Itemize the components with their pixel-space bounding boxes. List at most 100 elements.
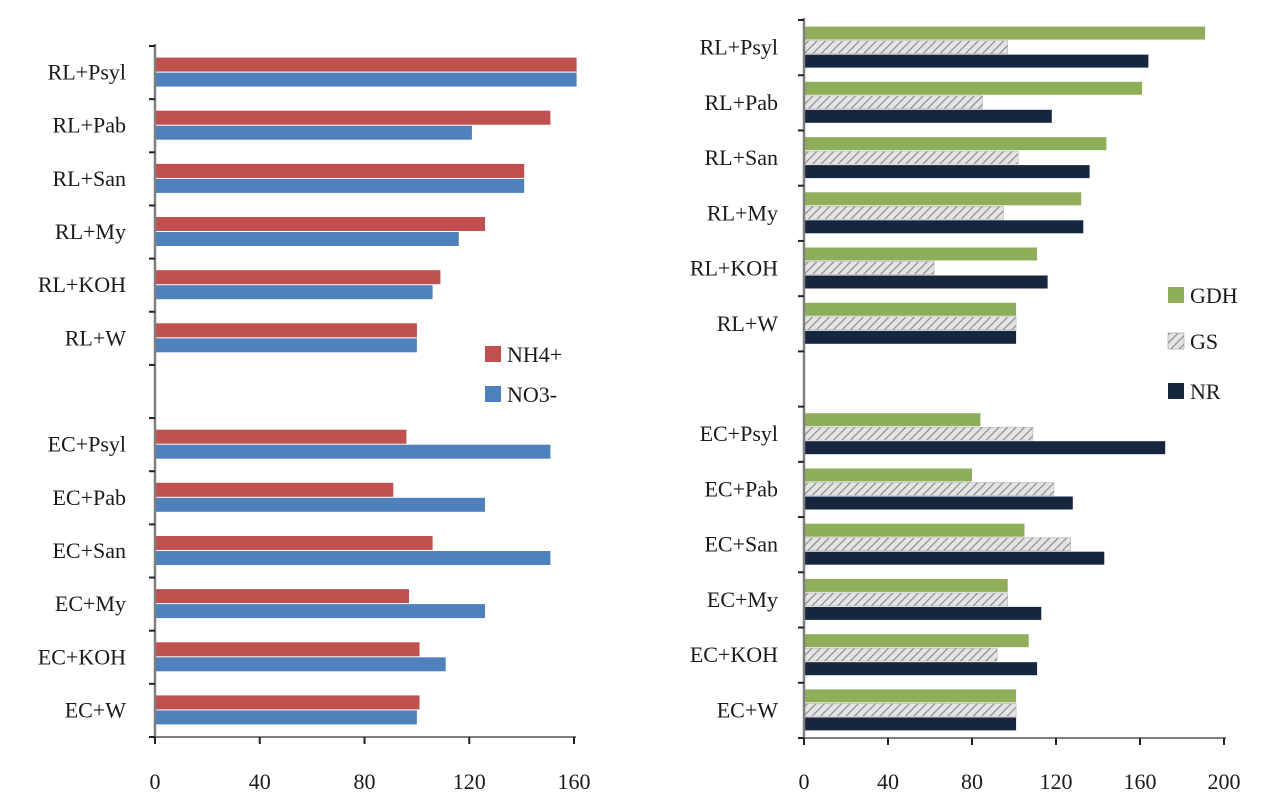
category-label-ec-w: EC+W <box>65 697 127 722</box>
bar-nh4-rl-my <box>155 217 485 231</box>
category-label-rl-pab: RL+Pab <box>52 113 126 138</box>
bar-nr-rl-koh <box>804 275 1048 289</box>
legend-swatch-nh4 <box>485 346 501 362</box>
category-label-ec-koh: EC+KOH <box>38 644 126 669</box>
bar-nr-ec-pab <box>804 496 1073 510</box>
bar-no3-rl-psyl <box>155 72 577 87</box>
bar-gs-rl-san <box>803 150 1019 165</box>
category-label-rl-koh: RL+KOH <box>690 256 778 281</box>
bar-gs-rl-my <box>803 206 1004 220</box>
legend-swatch-gdh <box>1168 287 1184 303</box>
bar-gdh-ec-my <box>804 578 1008 592</box>
bar-gdh-rl-w <box>804 302 1017 316</box>
legend-label-nr: NR <box>1190 379 1221 404</box>
legend-swatch-nr <box>1168 383 1184 399</box>
bar-nh4-ec-san <box>155 536 433 550</box>
bar-gdh-rl-psyl <box>804 26 1206 40</box>
x-tick-label-200: 200 <box>1208 769 1241 794</box>
x-tick-label-120: 120 <box>453 769 486 794</box>
bar-gs-ec-my <box>803 592 1008 607</box>
bar-nh4-ec-my <box>155 589 409 604</box>
bar-no3-rl-san <box>155 178 525 193</box>
bar-gs-ec-koh <box>803 647 998 662</box>
bar-gdh-rl-pab <box>804 81 1143 95</box>
bar-no3-ec-pab <box>155 497 485 512</box>
bar-no3-rl-koh <box>155 285 433 300</box>
legend-label-gdh: GDH <box>1190 283 1238 308</box>
bar-nr-rl-pab <box>804 109 1052 123</box>
bar-gdh-ec-pab <box>804 468 972 482</box>
bar-gdh-rl-my <box>804 192 1082 206</box>
category-label-ec-my: EC+My <box>707 587 778 612</box>
x-tick-label-0: 0 <box>150 769 161 794</box>
category-label-rl-my: RL+My <box>55 219 126 244</box>
x-tick-label-40: 40 <box>877 769 899 794</box>
x-tick-label-0: 0 <box>799 769 810 794</box>
bar-gdh-ec-w <box>804 689 1017 703</box>
bar-no3-ec-my <box>155 604 485 619</box>
category-label-ec-w: EC+W <box>717 697 779 722</box>
bar-nr-rl-my <box>804 220 1084 234</box>
bar-no3-rl-w <box>155 338 417 353</box>
category-label-rl-psyl: RL+Psyl <box>700 35 778 60</box>
bar-gdh-ec-san <box>804 523 1025 537</box>
legend-swatch-gs <box>1167 332 1185 350</box>
bar-gs-ec-psyl <box>803 426 1034 441</box>
category-label-ec-pab: EC+Pab <box>52 485 126 510</box>
bar-nr-ec-psyl <box>804 441 1166 455</box>
category-label-rl-pab: RL+Pab <box>704 90 778 115</box>
category-label-ec-koh: EC+KOH <box>690 642 778 667</box>
bar-nh4-rl-w <box>155 323 417 338</box>
bar-gdh-ec-koh <box>804 634 1029 648</box>
bar-gs-rl-psyl <box>803 40 1008 54</box>
bar-nr-ec-san <box>804 551 1105 565</box>
legend-label-no3: NO3- <box>507 382 557 407</box>
bar-nh4-rl-koh <box>155 270 441 285</box>
category-label-rl-w: RL+W <box>717 311 779 336</box>
bar-nr-rl-san <box>804 165 1090 179</box>
bar-no3-ec-psyl <box>155 444 551 459</box>
bar-gdh-rl-koh <box>804 247 1038 261</box>
bar-no3-rl-pab <box>155 125 472 140</box>
category-label-ec-my: EC+My <box>55 591 126 616</box>
bar-gdh-ec-psyl <box>804 413 981 427</box>
category-label-rl-san: RL+San <box>52 166 126 191</box>
chart-right: RL+Psyl RL+Pab RL+San RL+My RL+KOH RL+W EC+Psy… <box>690 18 1241 794</box>
bar-nh4-ec-koh <box>155 642 420 657</box>
bar-nh4-ec-pab <box>155 482 394 497</box>
category-label-rl-my: RL+My <box>707 200 778 225</box>
x-tick-label-160: 160 <box>1124 769 1157 794</box>
bar-no3-ec-w <box>155 710 417 725</box>
legend-label-nh4: NH4+ <box>507 342 562 367</box>
category-label-ec-psyl: EC+Psyl <box>48 432 126 457</box>
bar-nh4-rl-pab <box>155 110 551 125</box>
x-tick-label-160: 160 <box>558 769 591 794</box>
bar-nr-rl-psyl <box>804 54 1149 68</box>
bar-nr-rl-w <box>804 330 1017 344</box>
bar-gdh-rl-san <box>804 137 1107 151</box>
category-label-rl-koh: RL+KOH <box>38 272 126 297</box>
x-tick-label-40: 40 <box>249 769 271 794</box>
category-label-rl-w: RL+W <box>65 325 127 350</box>
bar-gs-ec-pab <box>803 482 1055 496</box>
x-tick-label-80: 80 <box>961 769 983 794</box>
chart-left: RL+Psyl RL+Pab RL+San RL+My RL+KOH RL+W EC+Psy… <box>38 44 591 794</box>
legend-swatch-no3 <box>485 386 501 402</box>
category-label-ec-san: EC+San <box>52 538 126 563</box>
bar-gs-rl-koh <box>803 261 935 275</box>
bar-nr-ec-w <box>804 717 1017 731</box>
bar-nh4-rl-san <box>155 163 525 178</box>
x-tick-label-120: 120 <box>1040 769 1073 794</box>
category-label-rl-psyl: RL+Psyl <box>48 60 126 85</box>
bar-nr-ec-my <box>804 606 1042 620</box>
bar-nr-ec-koh <box>804 662 1038 676</box>
bar-gs-ec-w <box>803 703 1017 717</box>
bar-no3-rl-my <box>155 232 459 246</box>
category-label-ec-psyl: EC+Psyl <box>700 421 778 446</box>
bar-nh4-ec-psyl <box>155 429 407 444</box>
bar-nh4-rl-psyl <box>155 57 577 72</box>
bar-nh4-ec-w <box>155 695 420 710</box>
legend-label-gs: GS <box>1190 329 1218 354</box>
category-label-ec-san: EC+San <box>704 532 778 557</box>
